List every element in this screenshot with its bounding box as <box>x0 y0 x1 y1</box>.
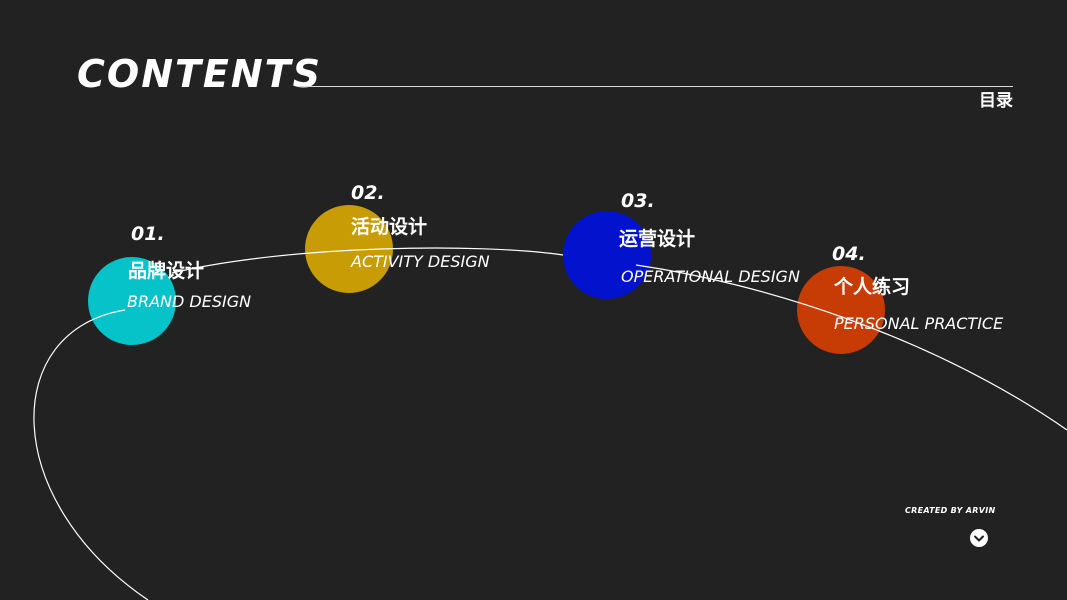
item-1-title[interactable]: 品牌设计 <box>128 260 205 282</box>
item-3-circle <box>563 211 651 299</box>
item-2-number: 02. <box>351 182 385 204</box>
header-divider <box>298 86 1013 87</box>
item-2-title[interactable]: 活动设计 <box>351 216 428 238</box>
credit-text: CREATED BY ARVIN <box>905 506 996 515</box>
item-4-title[interactable]: 个人练习 <box>834 276 911 298</box>
item-1-circle <box>88 257 176 345</box>
item-3-number: 03. <box>621 190 655 212</box>
item-4-number: 04. <box>832 243 866 265</box>
chevron-down-icon <box>974 535 984 542</box>
item-3-title[interactable]: 运营设计 <box>619 228 696 250</box>
item-1-number: 01. <box>131 223 165 245</box>
item-4-circle <box>797 266 885 354</box>
page-subtitle: 目录 <box>979 91 1013 111</box>
item-4-subtitle: PERSONAL PRACTICE <box>834 314 1004 333</box>
next-button[interactable] <box>970 529 988 547</box>
item-3-subtitle: OPERATIONAL DESIGN <box>621 267 800 286</box>
page-title: CONTENTS <box>77 52 322 96</box>
item-1-subtitle: BRAND DESIGN <box>127 292 252 311</box>
item-2-subtitle: ACTIVITY DESIGN <box>351 252 490 271</box>
